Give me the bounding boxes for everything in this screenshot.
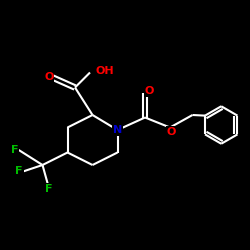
- Text: F: F: [16, 166, 23, 176]
- Text: O: O: [144, 86, 154, 96]
- Text: O: O: [166, 127, 176, 137]
- Text: N: N: [113, 125, 122, 135]
- Text: F: F: [45, 184, 52, 194]
- Text: O: O: [44, 72, 54, 83]
- Text: OH: OH: [96, 66, 114, 76]
- Text: F: F: [10, 145, 18, 155]
